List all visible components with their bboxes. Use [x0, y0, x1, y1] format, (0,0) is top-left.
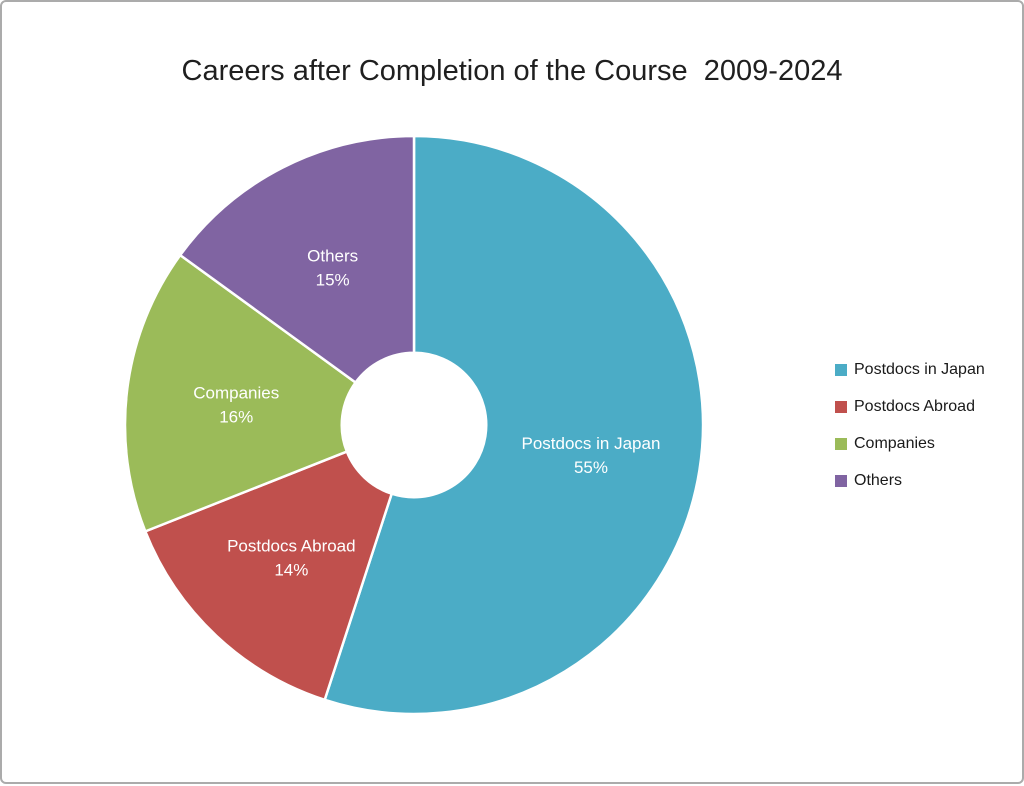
slice-label-companies: Companies 16%	[193, 384, 279, 427]
legend-swatch-companies	[835, 438, 847, 450]
legend-item-others: Others	[835, 470, 985, 492]
legend-label: Others	[854, 472, 903, 489]
slice-label-others: Others 15%	[307, 246, 358, 289]
pie-slice-postdocs-abroad	[144, 450, 393, 702]
legend-swatch-postdocs-abroad	[835, 401, 847, 413]
legend-label: Postdocs Abroad	[854, 398, 975, 415]
chart-title: Careers after Completion of the Course 2…	[181, 55, 843, 87]
pie-slice-companies	[123, 253, 357, 533]
legend-swatch-others	[835, 475, 847, 487]
slice-label-postdocs-in-japan: Postdocs in Japan 55%	[522, 434, 661, 477]
legend-item-postdocs-abroad: Postdocs Abroad	[835, 396, 985, 418]
chart-legend: Postdocs in Japan Postdocs Abroad Companie…	[835, 359, 985, 507]
legend-swatch-postdocs-in-japan	[835, 364, 847, 376]
legend-label: Postdocs in Japan	[854, 361, 985, 378]
slice-label-postdocs-abroad: Postdocs Abroad 14%	[227, 537, 356, 580]
legend-label: Companies	[854, 435, 935, 452]
legend-item-postdocs-in-japan: Postdocs in Japan	[835, 359, 985, 381]
legend-item-companies: Companies	[835, 433, 985, 455]
pie-slice-postdocs-in-japan	[323, 134, 705, 716]
pie-slice-others	[178, 134, 416, 384]
